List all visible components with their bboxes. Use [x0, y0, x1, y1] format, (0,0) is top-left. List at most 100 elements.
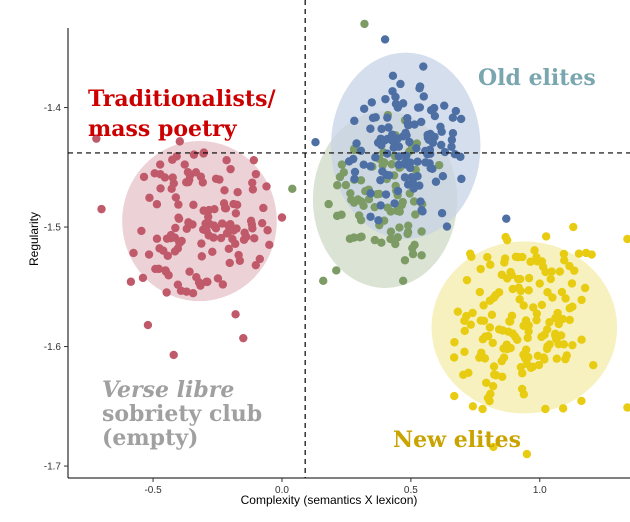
point-blue — [419, 92, 428, 101]
point-red — [185, 267, 194, 276]
point-yellow — [524, 273, 534, 283]
point-blue — [400, 173, 410, 182]
point-red — [197, 252, 207, 261]
point-blue — [448, 129, 458, 138]
point-red — [247, 220, 257, 229]
point-yellow — [479, 301, 488, 310]
point-red — [139, 172, 149, 182]
point-yellow — [508, 329, 517, 338]
point-blue — [403, 113, 412, 123]
point-yellow — [535, 279, 544, 288]
point-yellow — [543, 342, 552, 351]
point-blue — [359, 104, 369, 113]
point-blue — [376, 201, 385, 210]
point-yellow — [518, 252, 527, 262]
point-blue — [405, 137, 414, 147]
point-red — [143, 320, 153, 330]
point-blue — [373, 138, 383, 147]
point-yellow — [513, 274, 523, 284]
point-green — [395, 223, 404, 232]
point-green — [375, 189, 384, 199]
point-green — [395, 207, 404, 216]
point-blue — [431, 177, 441, 186]
point-red — [222, 229, 232, 238]
point-yellow — [551, 331, 560, 340]
point-yellow — [466, 320, 475, 329]
point-blue — [438, 171, 448, 181]
annotation-traditionalists-line1: Traditionalists/ — [88, 86, 276, 112]
point-blue — [502, 214, 511, 223]
point-yellow — [506, 267, 515, 277]
point-blue — [367, 98, 377, 107]
point-yellow — [565, 304, 574, 313]
point-yellow — [545, 318, 554, 327]
point-blue — [368, 113, 378, 123]
point-green — [353, 195, 363, 204]
point-yellow — [562, 351, 571, 360]
point-red — [262, 182, 271, 191]
point-blue — [377, 124, 386, 134]
point-red — [126, 277, 136, 286]
annotation-new-elites: New elites — [393, 427, 521, 453]
point-blue — [396, 79, 405, 89]
point-red — [222, 156, 231, 165]
point-green — [403, 229, 412, 239]
point-green — [349, 145, 359, 155]
point-yellow — [466, 249, 475, 258]
point-green — [324, 199, 333, 209]
point-red — [189, 200, 198, 210]
point-red — [224, 244, 234, 254]
point-yellow — [554, 339, 563, 349]
point-yellow — [543, 325, 552, 334]
point-blue — [413, 157, 422, 166]
point-red — [203, 212, 213, 221]
point-blue — [380, 136, 389, 145]
point-blue — [388, 130, 397, 139]
point-red — [154, 264, 163, 274]
point-blue — [430, 111, 440, 121]
point-blue — [456, 152, 465, 161]
point-yellow — [502, 235, 512, 245]
point-red — [197, 239, 206, 248]
point-red — [249, 155, 259, 165]
point-yellow — [453, 307, 463, 316]
point-green — [333, 181, 342, 190]
point-yellow — [532, 315, 541, 325]
point-yellow — [485, 323, 495, 332]
reference-lines — [68, 0, 630, 478]
point-yellow — [577, 396, 586, 406]
point-red — [240, 228, 249, 237]
point-red — [170, 247, 180, 256]
point-yellow — [462, 275, 472, 285]
point-blue — [457, 174, 466, 184]
point-yellow — [515, 295, 524, 304]
point-red — [257, 218, 267, 228]
point-green — [370, 235, 380, 245]
point-red — [220, 203, 230, 213]
point-red — [183, 167, 193, 177]
y-tick-label: -1.6 — [44, 342, 62, 353]
point-yellow — [488, 381, 498, 391]
point-blue — [456, 114, 466, 124]
point-green — [377, 238, 386, 247]
point-green — [417, 227, 426, 236]
point-green — [386, 227, 396, 236]
point-blue — [408, 176, 417, 186]
point-yellow — [529, 303, 538, 312]
point-red — [182, 287, 191, 296]
annotation-verse-libre-line3: (empty) — [102, 425, 198, 451]
point-yellow — [541, 232, 551, 241]
point-yellow — [568, 340, 577, 350]
point-blue — [442, 222, 452, 231]
point-green — [319, 276, 328, 286]
point-green — [332, 211, 342, 221]
x-tick-label: 0.5 — [404, 485, 418, 496]
point-yellow — [555, 267, 565, 276]
point-yellow — [480, 354, 490, 363]
point-red — [137, 226, 146, 236]
annotation-verse-libre-line2: sobriety club — [102, 401, 262, 427]
point-red — [259, 203, 268, 213]
x-tick-label: 0.0 — [275, 485, 289, 496]
point-yellow — [513, 335, 522, 344]
